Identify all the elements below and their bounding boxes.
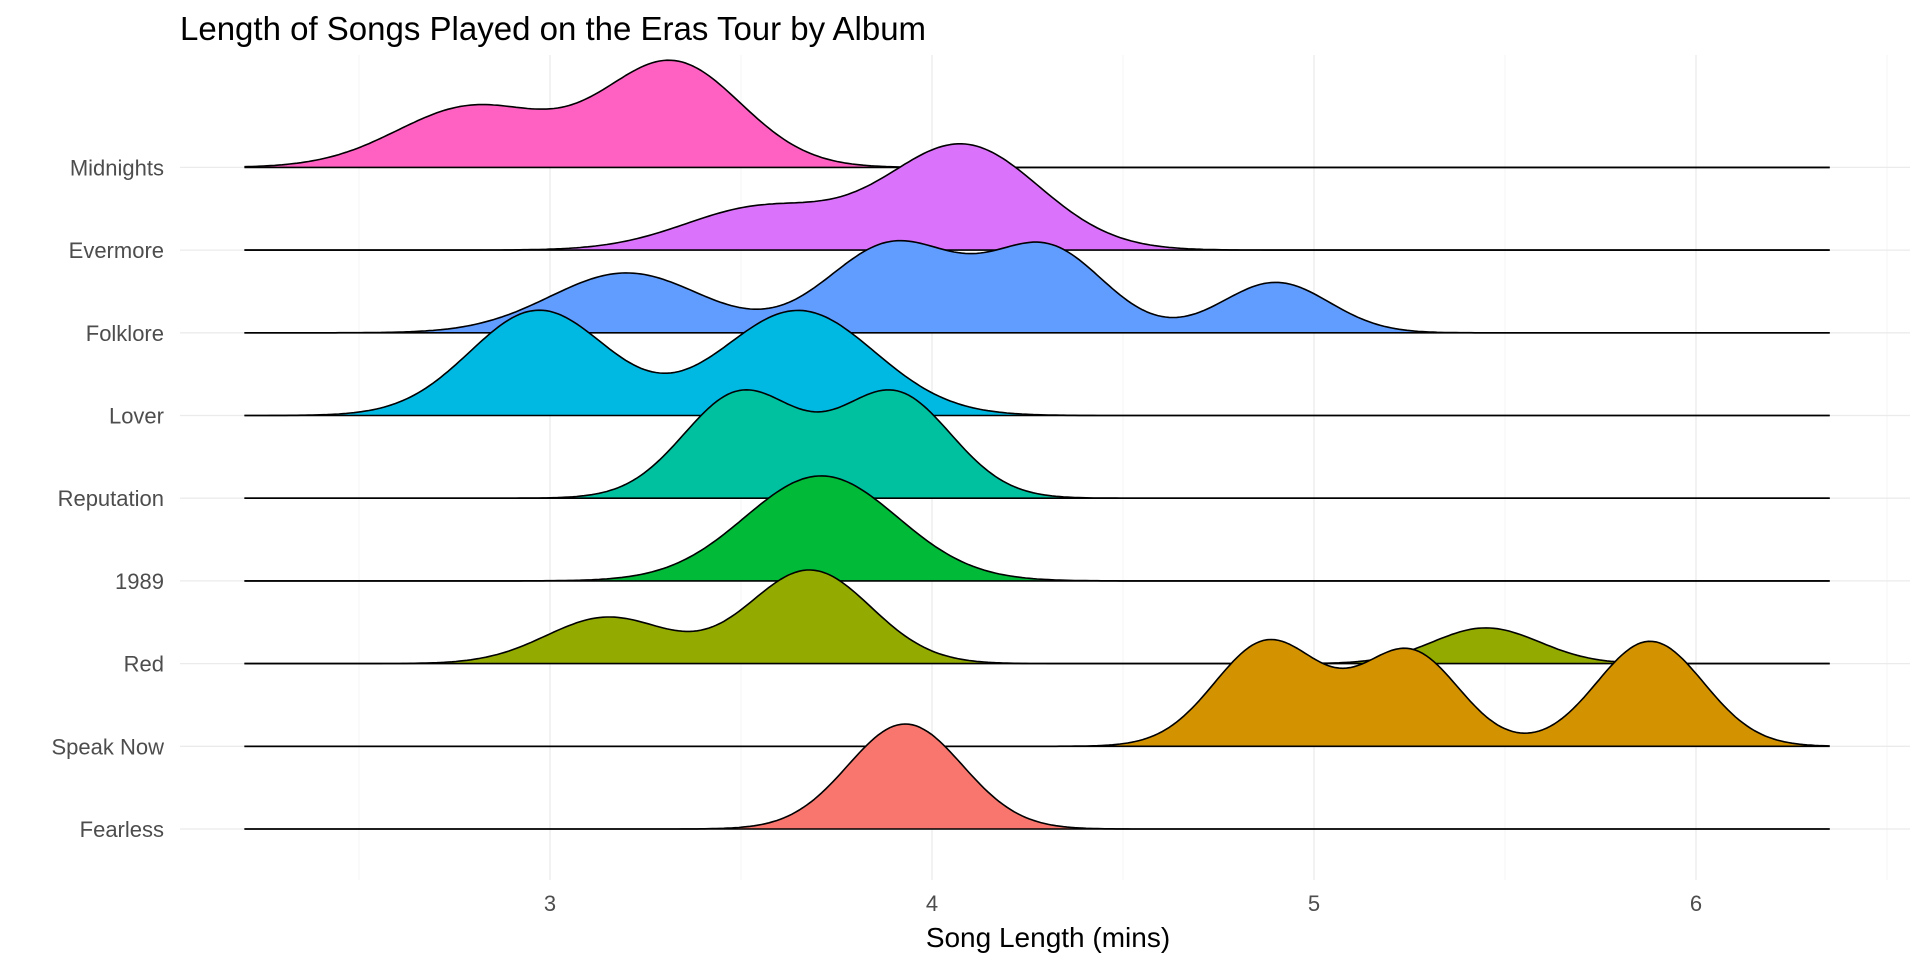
ridge-fill-evermore bbox=[244, 143, 1830, 251]
y-tick-label: Reputation bbox=[58, 486, 164, 511]
y-tick-label: Folklore bbox=[86, 321, 164, 346]
x-axis-tick-labels: 3 4 5 6 bbox=[544, 891, 1702, 916]
ridge-fill-1989 bbox=[244, 475, 1830, 581]
grid bbox=[180, 55, 1910, 880]
ridge-outline-red bbox=[244, 569, 1830, 665]
x-tick-label: 5 bbox=[1308, 891, 1320, 916]
ridges bbox=[244, 59, 1830, 830]
x-tick-label: 3 bbox=[544, 891, 556, 916]
chart-title: Length of Songs Played on the Eras Tour … bbox=[180, 10, 926, 47]
ridge-fill-midnights bbox=[244, 60, 1830, 168]
x-tick-label: 4 bbox=[926, 891, 938, 916]
y-tick-label: Speak Now bbox=[51, 734, 164, 759]
x-tick-label: 6 bbox=[1690, 891, 1702, 916]
x-axis-label: Song Length (mins) bbox=[926, 922, 1170, 953]
ridge-fill-lover bbox=[244, 310, 1830, 416]
y-tick-label: Red bbox=[124, 652, 164, 677]
ridge-fill-folklore bbox=[244, 240, 1830, 333]
y-axis-tick-labels: Fearless Speak Now Red 1989 Reputation Lover F… bbox=[51, 155, 164, 842]
ridge-fill-red bbox=[244, 570, 1830, 664]
ridge-fill-speak-now bbox=[244, 639, 1830, 747]
y-tick-label: Midnights bbox=[70, 155, 164, 180]
y-tick-label: 1989 bbox=[115, 569, 164, 594]
y-tick-label: Lover bbox=[109, 404, 164, 429]
y-tick-label: Evermore bbox=[69, 238, 164, 263]
ridge-outline-1989 bbox=[244, 475, 1830, 582]
y-tick-label: Fearless bbox=[80, 817, 164, 842]
